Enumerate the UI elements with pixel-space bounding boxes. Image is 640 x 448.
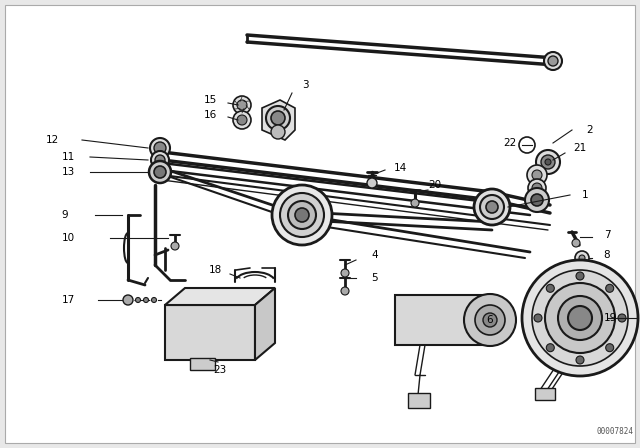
Circle shape [266, 106, 290, 130]
Circle shape [154, 142, 166, 154]
Text: 20: 20 [428, 180, 442, 190]
Text: 14: 14 [394, 163, 406, 173]
Text: 16: 16 [204, 110, 216, 120]
Circle shape [546, 54, 560, 68]
Circle shape [575, 251, 589, 265]
Text: 1: 1 [582, 190, 588, 200]
Polygon shape [255, 288, 275, 360]
Text: 15: 15 [204, 95, 216, 105]
Circle shape [233, 96, 251, 114]
Circle shape [572, 239, 580, 247]
Circle shape [143, 297, 148, 302]
Text: 13: 13 [61, 167, 75, 177]
Circle shape [151, 151, 169, 169]
Circle shape [272, 185, 332, 245]
Polygon shape [395, 295, 490, 345]
Text: 9: 9 [61, 210, 68, 220]
Circle shape [605, 284, 614, 292]
Circle shape [532, 183, 542, 193]
Polygon shape [535, 388, 555, 400]
Circle shape [531, 194, 543, 206]
Text: 11: 11 [61, 152, 75, 162]
Circle shape [150, 138, 170, 158]
Text: 7: 7 [604, 230, 611, 240]
Circle shape [480, 195, 504, 219]
Circle shape [288, 201, 316, 229]
Text: 5: 5 [372, 273, 378, 283]
Circle shape [544, 52, 562, 70]
Circle shape [475, 305, 505, 335]
Circle shape [547, 284, 554, 292]
Text: 18: 18 [209, 265, 221, 275]
Circle shape [579, 255, 585, 261]
Circle shape [558, 296, 602, 340]
Text: 21: 21 [573, 143, 587, 153]
Circle shape [237, 115, 247, 125]
Polygon shape [165, 305, 255, 360]
Circle shape [541, 155, 555, 169]
Circle shape [123, 295, 133, 305]
Polygon shape [262, 100, 295, 140]
Circle shape [271, 111, 285, 125]
Circle shape [341, 287, 349, 295]
Text: 10: 10 [61, 233, 75, 243]
Circle shape [548, 56, 558, 66]
Circle shape [527, 165, 547, 185]
Circle shape [547, 344, 554, 352]
Text: 23: 23 [213, 365, 227, 375]
Circle shape [155, 155, 165, 165]
Circle shape [411, 199, 419, 207]
Text: 17: 17 [61, 295, 75, 305]
Circle shape [271, 125, 285, 139]
Text: 4: 4 [372, 250, 378, 260]
Circle shape [605, 344, 614, 352]
Text: 00007824: 00007824 [596, 427, 634, 436]
Circle shape [237, 100, 247, 110]
Circle shape [568, 306, 592, 330]
Circle shape [534, 314, 542, 322]
Circle shape [576, 356, 584, 364]
Circle shape [576, 272, 584, 280]
Circle shape [545, 283, 615, 353]
Text: 8: 8 [604, 250, 611, 260]
Circle shape [525, 188, 549, 212]
Circle shape [536, 150, 560, 174]
Circle shape [483, 313, 497, 327]
Circle shape [171, 242, 179, 250]
Text: 22: 22 [504, 138, 516, 148]
Circle shape [152, 297, 157, 302]
Circle shape [532, 170, 542, 180]
Polygon shape [165, 288, 275, 305]
Circle shape [474, 189, 510, 225]
Circle shape [532, 270, 628, 366]
Text: 6: 6 [486, 315, 493, 325]
Circle shape [136, 297, 141, 302]
Text: 3: 3 [301, 80, 308, 90]
Text: 19: 19 [604, 313, 616, 323]
Circle shape [522, 260, 638, 376]
Polygon shape [190, 358, 215, 370]
Circle shape [367, 178, 377, 188]
Circle shape [618, 314, 626, 322]
Circle shape [486, 201, 498, 213]
Circle shape [528, 179, 546, 197]
Text: 2: 2 [587, 125, 593, 135]
Circle shape [233, 111, 251, 129]
Circle shape [154, 166, 166, 178]
Circle shape [549, 57, 557, 65]
Circle shape [295, 208, 309, 222]
Circle shape [341, 269, 349, 277]
Circle shape [280, 193, 324, 237]
Circle shape [149, 161, 171, 183]
Circle shape [545, 159, 551, 165]
Circle shape [464, 294, 516, 346]
Text: 12: 12 [45, 135, 59, 145]
Polygon shape [408, 393, 430, 408]
